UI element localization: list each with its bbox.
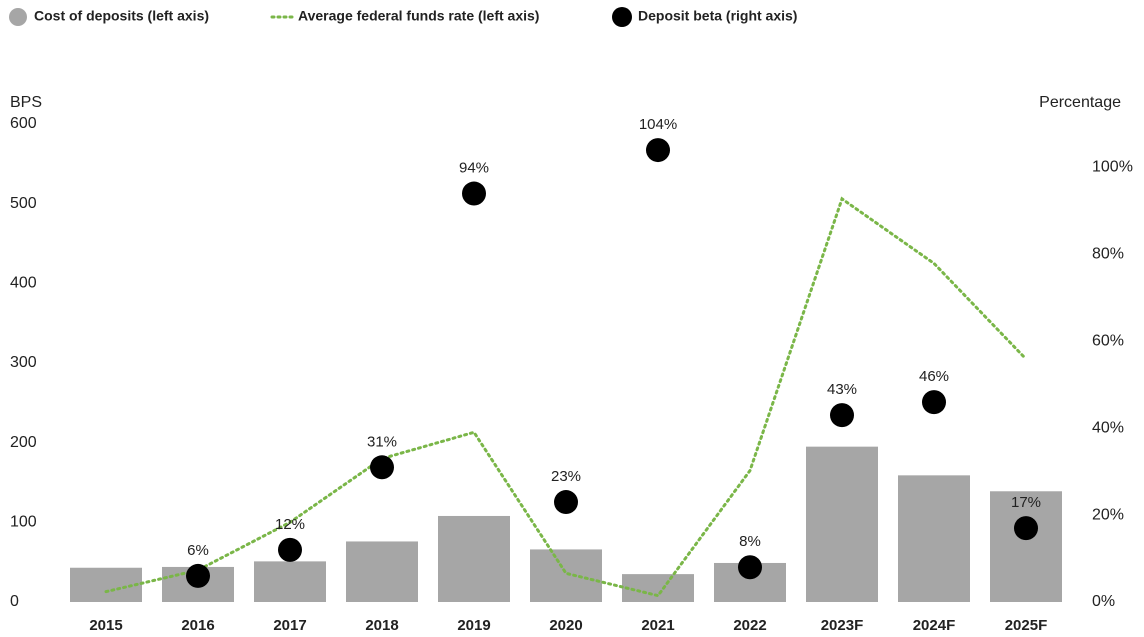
- y2-tick-label: 20%: [1092, 506, 1124, 523]
- bar: [898, 475, 970, 602]
- y2-tick-label: 0%: [1092, 593, 1115, 610]
- legend-label: Deposit beta (right axis): [638, 8, 797, 24]
- dot: [646, 138, 670, 163]
- bar: [438, 515, 510, 602]
- y-axis-title: BPS: [10, 94, 42, 111]
- legend-label: Average federal funds rate (left axis): [298, 8, 539, 24]
- dot: [738, 555, 762, 580]
- x-tick-label: 2023F: [821, 617, 864, 634]
- dot: [278, 537, 302, 562]
- line: [104, 196, 1028, 598]
- data-label: 8%: [739, 533, 761, 550]
- bar: [254, 561, 326, 602]
- dot: [1014, 516, 1038, 541]
- data-label: 6%: [187, 542, 209, 559]
- y-tick-label: 600: [10, 115, 37, 132]
- dot: [370, 455, 394, 480]
- legend-swatch: [9, 8, 27, 26]
- dot: [462, 181, 486, 206]
- bar: [806, 446, 878, 602]
- dot: [922, 390, 946, 415]
- data-label: 46%: [919, 368, 949, 385]
- x-tick-label: 2024F: [913, 617, 956, 634]
- x-tick-label: 2018: [365, 617, 398, 634]
- x-tick-label: 2020: [549, 617, 582, 634]
- y2-tick-label: 100%: [1092, 159, 1133, 176]
- y2-tick-label: 80%: [1092, 246, 1124, 263]
- x-tick-label: 2021: [641, 617, 674, 634]
- data-label: 43%: [827, 381, 857, 398]
- x-tick-label: 2019: [457, 617, 490, 634]
- bar: [346, 541, 418, 602]
- y2-tick-label: 40%: [1092, 419, 1124, 436]
- x-tick-label: 2017: [273, 617, 306, 634]
- data-label: 23%: [551, 468, 581, 485]
- data-label: 104%: [639, 116, 677, 133]
- legend-label: Cost of deposits (left axis): [34, 8, 209, 24]
- y2-axis-title: Percentage: [1039, 94, 1121, 111]
- dot: [554, 490, 578, 515]
- x-tick-label: 2025F: [1005, 617, 1048, 634]
- legend-swatch: [612, 7, 632, 27]
- y-tick-label: 500: [10, 195, 37, 212]
- y-tick-label: 300: [10, 354, 37, 371]
- data-label: 12%: [275, 516, 305, 533]
- bar: [990, 491, 1062, 602]
- bar: [530, 549, 602, 602]
- data-label: 94%: [459, 159, 489, 176]
- y-tick-label: 200: [10, 434, 37, 451]
- x-tick-label: 2016: [181, 617, 214, 634]
- y2-tick-label: 60%: [1092, 332, 1124, 349]
- x-tick-label: 2022: [733, 617, 766, 634]
- y-tick-label: 100: [10, 514, 37, 531]
- data-label: 17%: [1011, 494, 1041, 511]
- dot: [186, 563, 210, 588]
- y-tick-label: 0: [10, 593, 19, 610]
- x-tick-label: 2015: [89, 617, 122, 634]
- y-tick-label: 400: [10, 275, 37, 292]
- dot: [830, 403, 854, 428]
- data-label: 31%: [367, 433, 397, 450]
- bar: [622, 574, 694, 602]
